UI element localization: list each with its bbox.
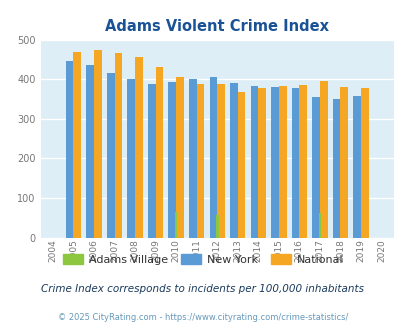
Bar <box>188 79 196 238</box>
Bar <box>298 85 306 238</box>
Bar <box>230 83 237 238</box>
Bar <box>147 84 155 238</box>
Bar <box>114 53 122 238</box>
Bar <box>271 87 278 238</box>
Bar <box>319 81 327 238</box>
Bar <box>209 77 217 238</box>
Bar <box>217 84 224 238</box>
Text: Crime Index corresponds to incidents per 100,000 inhabitants: Crime Index corresponds to incidents per… <box>41 284 364 294</box>
Bar <box>237 92 245 238</box>
Bar <box>352 96 360 238</box>
Legend: Adams Village, New York, National: Adams Village, New York, National <box>58 250 347 269</box>
Bar <box>318 213 320 238</box>
Bar <box>250 85 258 238</box>
Text: © 2025 CityRating.com - https://www.cityrating.com/crime-statistics/: © 2025 CityRating.com - https://www.city… <box>58 313 347 322</box>
Bar <box>94 50 101 238</box>
Title: Adams Violent Crime Index: Adams Violent Crime Index <box>105 19 328 34</box>
Bar <box>168 82 176 238</box>
Bar <box>66 61 73 238</box>
Bar <box>278 86 286 238</box>
Bar <box>258 88 265 238</box>
Bar <box>86 65 94 238</box>
Bar <box>73 52 81 238</box>
Bar <box>360 87 368 238</box>
Bar <box>155 67 163 238</box>
Bar <box>127 79 135 238</box>
Bar <box>175 212 177 238</box>
Bar <box>291 88 298 238</box>
Bar <box>196 84 204 238</box>
Bar <box>339 87 347 238</box>
Bar <box>311 97 319 238</box>
Bar <box>107 73 114 238</box>
Bar <box>332 99 339 238</box>
Bar <box>176 77 183 238</box>
Bar <box>215 215 218 238</box>
Bar <box>135 57 143 238</box>
